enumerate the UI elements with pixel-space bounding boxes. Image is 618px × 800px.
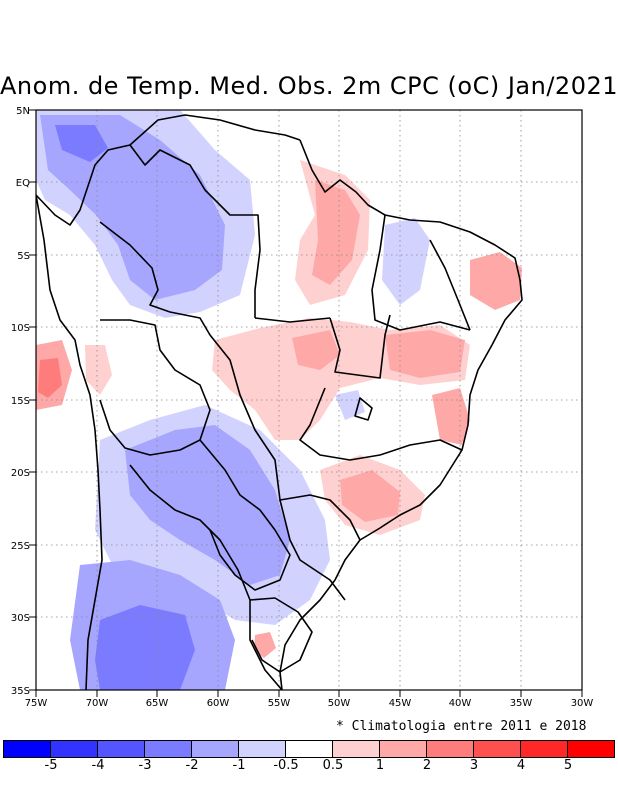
- lat-tick-labels: 5N EQ 5S 10S 15S 20S 25S 30S 35S: [11, 106, 30, 697]
- colorbar-label: -3: [138, 758, 152, 773]
- warm-region-west-core: [38, 358, 62, 398]
- cool-region-mg: [335, 390, 365, 420]
- coastline-east: [279, 139, 523, 690]
- border-bolivia: [99, 319, 211, 456]
- colorbar-label: 3: [469, 758, 479, 773]
- warm-region-southeast-core: [340, 470, 400, 522]
- colorbar-swatch: [567, 740, 615, 758]
- lon-tick-labels: 75W 70W 65W 60W 55W 50W 45W 40W 35W 30W: [25, 698, 594, 709]
- colorbar: [3, 740, 615, 758]
- colorbar-swatch: [144, 740, 192, 758]
- border-states-6: [429, 239, 471, 331]
- lat-tick-label: 35S: [11, 686, 30, 697]
- coastline-and-borders: [36, 114, 523, 690]
- lat-tick-label: 5S: [17, 251, 30, 262]
- colorbar-label: -0.5: [273, 758, 299, 773]
- lat-tick-label: 25S: [11, 541, 30, 552]
- border-states-4: [254, 317, 331, 323]
- lon-tick-label: 65W: [146, 698, 169, 709]
- lon-tick-label: 35W: [510, 698, 533, 709]
- colorbar-labels: -5 -4 -3 -2 -1 -0.5 0.5 1 2 3 4 5: [0, 758, 618, 778]
- border-argentina: [129, 464, 283, 690]
- lon-tick-label: 45W: [389, 698, 412, 709]
- border-paraguay: [199, 439, 291, 591]
- lat-tick-label: 20S: [11, 468, 30, 479]
- border-brazil-west: [99, 221, 346, 601]
- colorbar-swatch: [238, 740, 286, 758]
- colorbar-swatch: [285, 740, 333, 758]
- colorbar-label: -1: [232, 758, 246, 773]
- border-states-1: [329, 314, 391, 379]
- lat-tick-label: EQ: [16, 178, 30, 189]
- warm-region-northeast: [470, 252, 522, 310]
- climatology-footnote: * Climatologia entre 2011 e 2018: [336, 719, 587, 734]
- cool-region-maranhao: [382, 218, 430, 305]
- anomaly-map: 75W 70W 65W 60W 55W 50W 45W 40W 35W 30W …: [11, 106, 594, 709]
- border-states-2: [371, 214, 471, 331]
- colorbar-swatch: [426, 740, 474, 758]
- lat-tick-label: 30S: [11, 613, 30, 624]
- warm-region-west-2: [85, 345, 112, 395]
- cool-region-south-core: [95, 605, 195, 690]
- colorbar-label: -2: [185, 758, 199, 773]
- lon-tick-label: 60W: [207, 698, 230, 709]
- colorbar-swatch: [520, 740, 568, 758]
- tick-marks: [29, 109, 583, 697]
- cool-region-amazon-core: [40, 115, 225, 300]
- lon-tick-label: 40W: [449, 698, 472, 709]
- border-uruguay: [249, 597, 313, 673]
- cool-region-amazon-patch: [55, 125, 108, 162]
- colorbar-label: -4: [91, 758, 105, 773]
- cool-region-central-core: [125, 425, 290, 585]
- colorbar-swatch: [473, 740, 521, 758]
- coastline-west: [36, 194, 103, 690]
- warm-region-east-coast: [432, 388, 470, 445]
- lat-tick-label: 10S: [11, 323, 30, 334]
- map-title: Anom. de Temp. Med. Obs. 2m CPC (oC) Jan…: [0, 72, 618, 100]
- colorbar-swatch: [50, 740, 98, 758]
- colorbar-label: 4: [516, 758, 526, 773]
- colorbar-label: 0.5: [322, 758, 344, 773]
- lat-tick-label: 5N: [16, 106, 30, 117]
- colorbar-label: -5: [44, 758, 58, 773]
- colorbar-swatch: [97, 740, 145, 758]
- lon-tick-label: 30W: [571, 698, 594, 709]
- lon-tick-label: 55W: [268, 698, 291, 709]
- warm-region-central-core: [292, 330, 340, 370]
- lon-tick-label: 50W: [328, 698, 351, 709]
- border-states-3: [299, 387, 463, 461]
- colorbar-label: 5: [563, 758, 573, 773]
- colorbar-swatch: [379, 740, 427, 758]
- border-states-5: [279, 494, 361, 541]
- border-states-7: [354, 397, 373, 421]
- lon-tick-label: 70W: [86, 698, 109, 709]
- lon-tick-label: 75W: [25, 698, 48, 709]
- anomaly-field: [36, 110, 522, 690]
- colorbar-label: 2: [422, 758, 432, 773]
- grid-lines: [36, 110, 582, 690]
- border-brazil-north: [129, 144, 261, 318]
- colorbar-swatch: [332, 740, 380, 758]
- colorbar-swatch: [3, 740, 51, 758]
- colorbar-swatch: [191, 740, 239, 758]
- warm-region-north-core: [312, 180, 360, 285]
- warm-region-uruguay: [254, 632, 276, 658]
- warm-region-bahia: [385, 330, 465, 378]
- lat-tick-label: 15S: [11, 396, 30, 407]
- colorbar-label: 1: [375, 758, 385, 773]
